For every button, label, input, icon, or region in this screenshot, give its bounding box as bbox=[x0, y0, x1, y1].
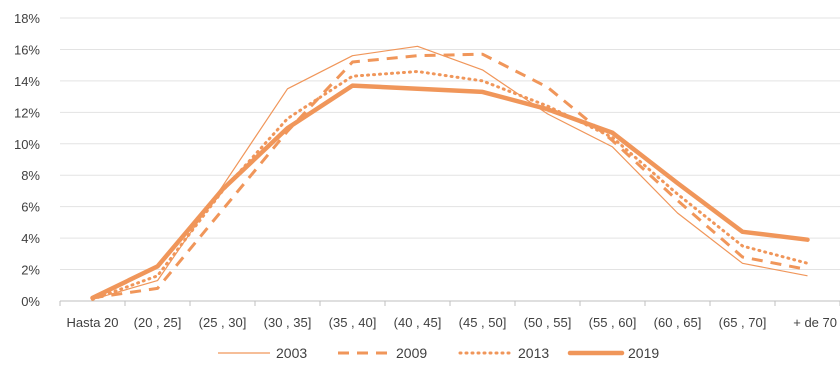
legend-label-2013: 2013 bbox=[518, 345, 549, 361]
x-tick-label: (30 , 35] bbox=[264, 315, 312, 330]
series-line-2003 bbox=[92, 45, 808, 300]
series-line-2019 bbox=[90, 83, 810, 301]
gridlines bbox=[60, 17, 840, 302]
series-line-2013 bbox=[91, 70, 809, 301]
x-tick-label: (55 , 60] bbox=[589, 315, 637, 330]
series-line-2009 bbox=[92, 52, 808, 300]
x-tick-label: (35 , 40] bbox=[329, 315, 377, 330]
y-tick-label: 10% bbox=[14, 137, 40, 152]
y-tick-label: 4% bbox=[21, 231, 40, 246]
legend-label-2003: 2003 bbox=[276, 345, 307, 361]
x-tick-label: (60 , 65] bbox=[654, 315, 702, 330]
y-tick-label: 6% bbox=[21, 200, 40, 215]
legend-label-2019: 2019 bbox=[628, 345, 659, 361]
x-tick-label: + de 70 bbox=[793, 315, 837, 330]
x-tick-label: (20 , 25] bbox=[134, 315, 182, 330]
x-tick-label: (40 , 45] bbox=[394, 315, 442, 330]
x-tick-label: (50 , 55] bbox=[524, 315, 572, 330]
y-tick-label: 0% bbox=[21, 294, 40, 309]
legend: 2003 2009 2013 2019 bbox=[218, 345, 659, 361]
x-tick-label: Hasta 20 bbox=[66, 315, 118, 330]
y-tick-label: 18% bbox=[14, 11, 40, 26]
y-tick-label: 2% bbox=[21, 263, 40, 278]
x-axis-tick-labels: Hasta 20 (20 , 25] (25 , 30] (30 , 35] (35 ,… bbox=[59, 301, 840, 330]
y-axis-tick-labels: 0% 2% 4% 6% 8% 10% 12% 14% 16% 18% bbox=[14, 11, 40, 309]
legend-label-2009: 2009 bbox=[396, 345, 427, 361]
y-tick-label: 12% bbox=[14, 105, 40, 120]
y-tick-label: 8% bbox=[21, 168, 40, 183]
x-tick-label: (45 , 50] bbox=[459, 315, 507, 330]
x-tick-label: (25 , 30] bbox=[199, 315, 247, 330]
series-lines bbox=[90, 45, 810, 301]
x-tick-label: (65 , 70] bbox=[719, 315, 767, 330]
y-tick-label: 16% bbox=[14, 42, 40, 57]
y-tick-label: 14% bbox=[14, 74, 40, 89]
